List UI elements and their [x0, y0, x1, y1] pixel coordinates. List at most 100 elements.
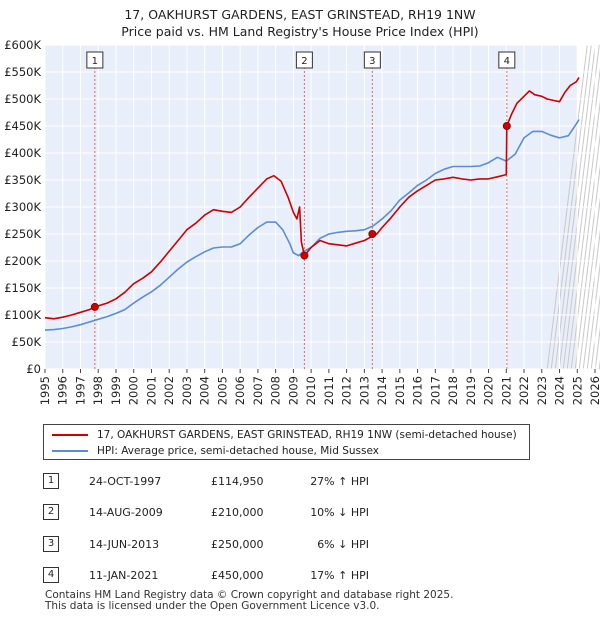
x-tick-label: 2018 [446, 376, 460, 405]
x-tick-label: 2010 [304, 376, 318, 405]
y-tick-label: £50K [12, 335, 42, 349]
sale-price: £250,000 [211, 538, 264, 551]
sale-hpi-diff: 10% ↓ HPI [310, 506, 369, 519]
sale-number: 1 [43, 473, 59, 489]
legend-hpi-line [52, 450, 88, 452]
sale-price: £210,000 [211, 506, 264, 519]
sale-date: 24-OCT-1997 [89, 475, 162, 488]
footer: Contains HM Land Registry data © Crown c… [45, 590, 453, 612]
sale-marker-label: 1 [92, 56, 98, 67]
x-tick-label: 2001 [144, 376, 158, 405]
x-tick-label: 2023 [535, 376, 549, 405]
x-tick-label: 2005 [215, 376, 229, 405]
footer-licence: This data is licensed under the Open Gov… [45, 600, 380, 612]
x-tick-label: 2009 [286, 376, 300, 405]
sale-point [90, 302, 99, 311]
x-tick-label: 2008 [269, 376, 283, 405]
sale-marker: 1 [86, 51, 104, 69]
y-axis: £0 £50K £100K £150K £200K £250K £300K £350K £400… [4, 38, 41, 376]
sale-hpi-diff: 27% ↑ HPI [310, 475, 369, 488]
y-tick-label: £0 [26, 362, 41, 376]
sale-marker-label: 2 [301, 56, 307, 67]
price-chart: 1 2 3 4 £0 £50K £100K £150K £200K £250K £300K £350… [4, 38, 600, 405]
x-tick-label: 2003 [180, 376, 194, 405]
sale-point [368, 230, 377, 238]
x-tick-label: 2026 [588, 376, 600, 405]
sale-number: 3 [43, 536, 59, 552]
sale-point [300, 251, 309, 260]
legend-property-line [52, 434, 88, 436]
chart-title-line2: Price paid vs. HM Land Registry's House … [121, 24, 479, 39]
x-tick-label: 2020 [482, 376, 496, 405]
sale-date: 14-JUN-2013 [89, 538, 160, 551]
chart-title-line1: 17, OAKHURST GARDENS, EAST GRINSTEAD, RH… [124, 7, 476, 22]
y-tick-label: £200K [4, 254, 41, 268]
x-tick-label: 2022 [517, 376, 531, 405]
sale-hpi-diff: 6% ↓ HPI [317, 538, 369, 551]
chart-title: 17, OAKHURST GARDENS, EAST GRINSTEAD, RH… [0, 6, 600, 40]
y-tick-label: £250K [4, 227, 41, 241]
sale-points [90, 122, 511, 311]
sale-marker-box [86, 51, 104, 69]
legend-property-label: 17, OAKHURST GARDENS, EAST GRINSTEAD, RH… [97, 429, 517, 441]
sale-row: 3 14-JUN-2013 £250,000 6% ↓ HPI [43, 535, 463, 555]
sale-marker-box [498, 51, 516, 69]
x-tick-label: 2019 [464, 376, 478, 405]
footer-copyright: Contains HM Land Registry data © Crown c… [45, 589, 454, 601]
x-tick-label: 2024 [553, 376, 567, 405]
x-tick-label: 2002 [162, 376, 176, 405]
series-layer [44, 76, 580, 331]
x-tick-label: 1998 [91, 376, 105, 405]
property-price-line [44, 76, 580, 320]
sale-date: 14-AUG-2009 [89, 506, 163, 519]
y-tick-label: £100K [4, 308, 41, 322]
x-tick-label: 2015 [393, 376, 407, 405]
sale-price: £450,000 [211, 569, 264, 582]
x-tick-label: 2014 [375, 376, 389, 405]
x-axis: 1995 1996 1997 1998 1999 2000 2001 2002 2003 2004… [38, 369, 600, 405]
x-tick-label: 1999 [109, 376, 123, 405]
sale-date: 11-JAN-2021 [89, 569, 159, 582]
y-tick-label: £500K [4, 92, 41, 106]
x-tick-label: 1995 [38, 376, 52, 405]
hatch-line [590, 294, 600, 370]
y-tick-label: £300K [4, 200, 41, 214]
sale-marker: 4 [498, 51, 516, 69]
x-tick-label: 2012 [340, 376, 354, 405]
sale-row: 4 11-JAN-2021 £450,000 17% ↑ HPI [43, 566, 463, 586]
x-tick-label: 2013 [357, 376, 371, 405]
y-tick-label: £600K [4, 38, 41, 52]
sale-point [502, 122, 511, 130]
sale-row: 2 14-AUG-2009 £210,000 10% ↓ HPI [43, 503, 463, 523]
legend: 17, OAKHURST GARDENS, EAST GRINSTEAD, RH… [43, 424, 530, 460]
sale-marker-label: 3 [369, 56, 375, 67]
sale-hpi-diff: 17% ↑ HPI [310, 569, 369, 582]
sale-marker-box [295, 51, 313, 69]
sale-number: 2 [43, 504, 59, 520]
sale-marker-box [363, 51, 381, 69]
hpi-line [44, 119, 580, 331]
sale-number: 4 [43, 567, 59, 583]
x-tick-label: 2000 [127, 376, 141, 405]
x-tick-label: 2004 [198, 376, 212, 405]
x-tick-label: 1996 [56, 376, 70, 405]
x-tick-label: 2025 [570, 376, 584, 405]
grid-lines [44, 44, 596, 370]
x-tick-label: 2007 [251, 376, 265, 405]
y-tick-label: £550K [4, 65, 41, 79]
x-tick-label: 2021 [499, 376, 513, 405]
sale-price: £114,950 [211, 475, 264, 488]
y-tick-label: £450K [4, 119, 41, 133]
x-tick-label: 1997 [73, 376, 87, 405]
x-tick-label: 2011 [322, 376, 336, 405]
y-tick-label: £150K [4, 281, 41, 295]
x-tick-label: 2006 [233, 376, 247, 405]
sale-row: 1 24-OCT-1997 £114,950 27% ↑ HPI [43, 472, 463, 492]
x-tick-label: 2016 [411, 376, 425, 405]
y-tick-label: £350K [4, 173, 41, 187]
sale-marker-label: 4 [504, 56, 510, 67]
sale-markers: 1 2 3 4 [86, 51, 516, 69]
sale-marker: 2 [295, 51, 313, 69]
x-tick-label: 2017 [428, 376, 442, 405]
sale-marker: 3 [363, 51, 381, 69]
